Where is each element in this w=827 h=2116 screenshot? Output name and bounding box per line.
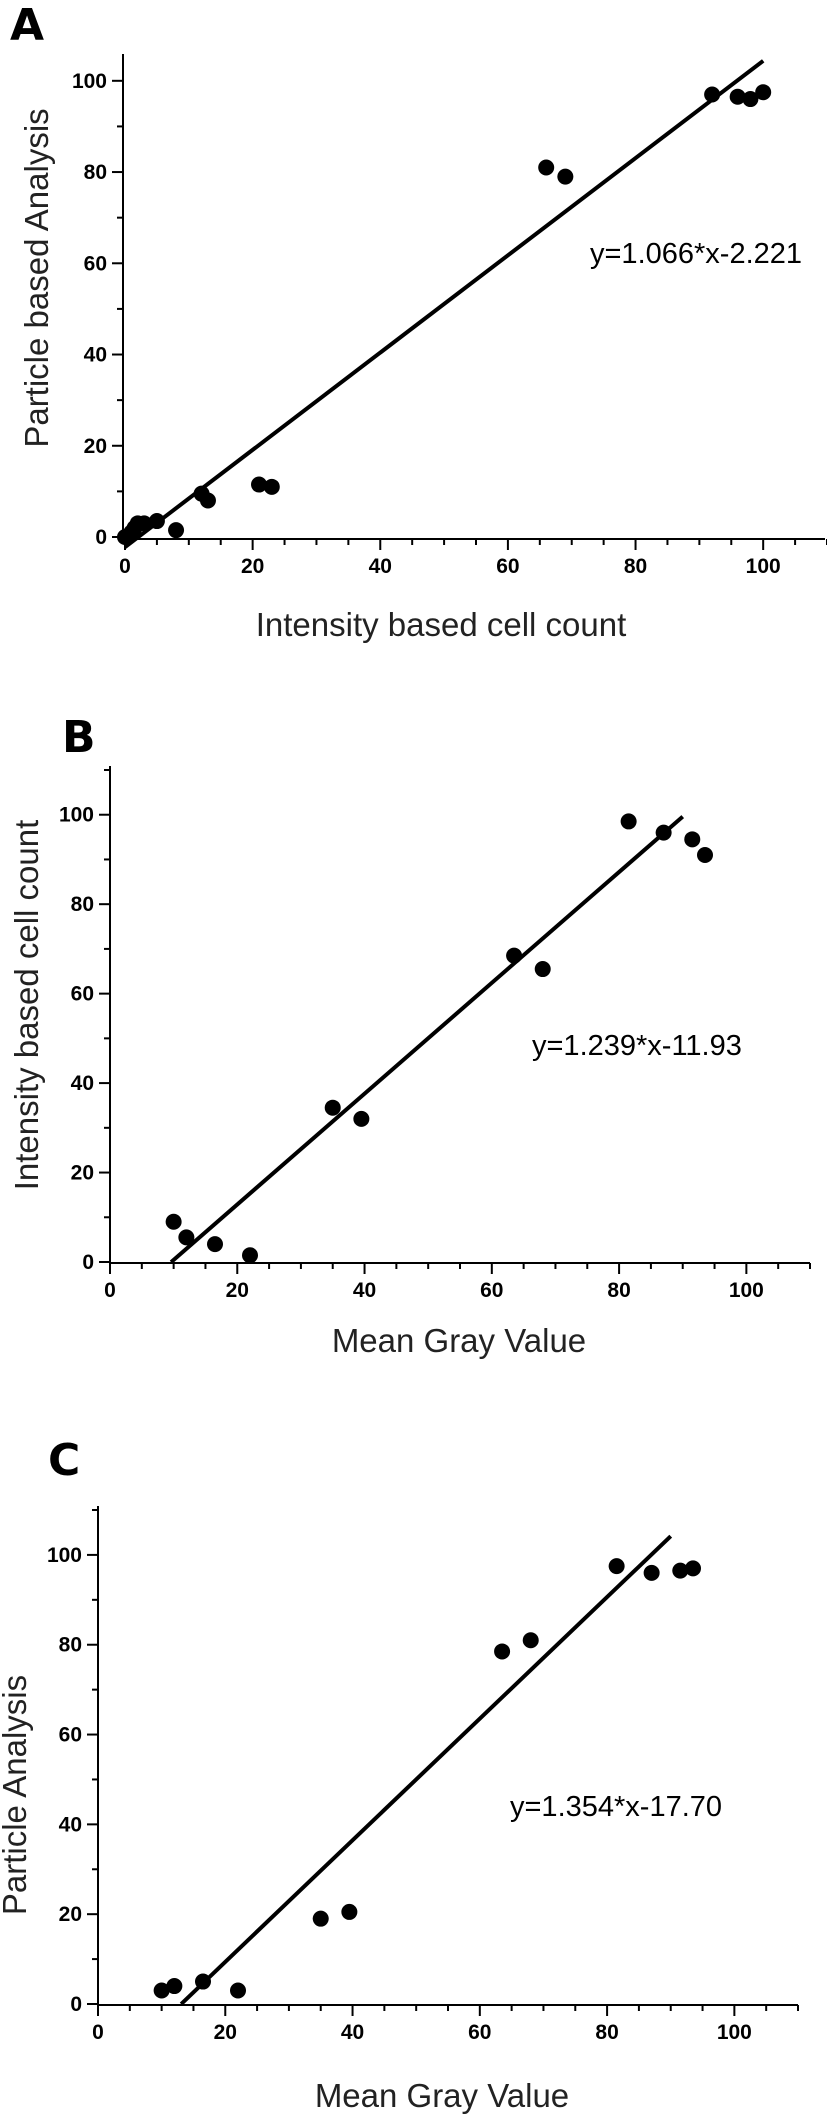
panel-b-y-tick-label: 80: [71, 893, 94, 916]
panel-b-x-axis-title: Mean Gray Value: [332, 1322, 586, 1359]
panel-c-y-tick-label: 20: [59, 1903, 82, 1926]
panel-c-y-tick-label: 0: [70, 1993, 82, 2016]
panel-c-x-tick-label: 60: [468, 2021, 491, 2044]
panel-b-data-point: [655, 824, 672, 841]
panel-b-x-tick-label: 60: [480, 1279, 503, 1302]
panel-c-data-point: [522, 1632, 539, 1649]
panel-c-x-axis-title: Mean Gray Value: [315, 2077, 569, 2114]
panel-c-x-tick-label: 40: [341, 2021, 364, 2044]
panel-a-y-tick-label: 60: [84, 252, 107, 275]
panel-a-fit-line: [123, 59, 765, 549]
panel-a-y-tick-label: 80: [84, 161, 107, 184]
panel-b-x-tick-label: 80: [607, 1279, 630, 1302]
panel-b-data-point: [506, 947, 523, 964]
panel-c-data-point: [494, 1643, 511, 1660]
panel-a-x-tick-label: 20: [241, 555, 264, 578]
panel-a-letter: A: [10, 0, 44, 51]
panel-a-data-point: [251, 476, 268, 493]
panel-a-plot: 0 20 40 60 80 100 0 20 40 60 80 100: [72, 54, 827, 578]
panel-b-y-tick-label: 40: [71, 1072, 94, 1095]
panel-a-x-tick-label: 80: [624, 555, 647, 578]
panel-b-data-point: [697, 846, 713, 863]
panel-a-x-axis-title: Intensity based cell count: [256, 606, 627, 643]
panel-c-data-point: [341, 1903, 358, 1920]
panel-c-data-point: [643, 1564, 660, 1581]
panel-a-y-tick-label: 0: [95, 526, 107, 549]
panel-b-data-point: [242, 1247, 258, 1264]
panel-c-y-tick-label: 100: [47, 1544, 82, 1567]
panel-b-data-point: [534, 961, 551, 978]
panel-c-fit-line: [179, 1534, 673, 2006]
panel-b-data-point: [207, 1236, 223, 1253]
panel-c-data-point: [153, 1982, 170, 1999]
panel-a-y-axis-title: Particle based Analysis: [18, 108, 55, 447]
panel-b-data-point: [684, 831, 701, 848]
panel-c-x-tick-label: 20: [214, 2021, 237, 2044]
panel-a-data-point: [538, 159, 555, 176]
panel-a-fit-equation: y=1.066*x-2.221: [590, 238, 802, 270]
panel-b-x-tick-label: 20: [226, 1279, 249, 1302]
panel-c-data-point: [685, 1560, 701, 1577]
panel-b-x-tick-label: 100: [729, 1279, 764, 1302]
panel-c-data-point: [312, 1910, 329, 1927]
panel-a-y-tick-label: 100: [72, 70, 107, 93]
panel-c-fit-equation: y=1.354*x-17.70: [510, 1791, 722, 1823]
panel-c-x-tick-label: 80: [595, 2021, 618, 2044]
panel-a-data-point: [148, 513, 165, 530]
panel-a-x-tick-label: 60: [496, 555, 519, 578]
panel-c-y-axis-title: Particle Analysis: [0, 1675, 33, 1915]
panel-b: B Intensity based cell count Mean Gray V…: [8, 712, 811, 1359]
panel-c-data-point: [230, 1982, 246, 1999]
panel-a-data-point: [136, 515, 153, 532]
panel-b-data-point: [324, 1099, 341, 1116]
panel-b-y-tick-label: 100: [59, 804, 94, 827]
panel-b-y-tick-label: 60: [71, 983, 94, 1006]
panel-c-data-point: [672, 1562, 689, 1579]
panel-b-plot: 0 20 40 60 80 100 0 20 40 60 80 100: [59, 766, 811, 1302]
panel-c: C Particle Analysis Mean Gray Value y=1.…: [0, 1435, 799, 2114]
panel-c-y-tick-label: 60: [59, 1724, 82, 1747]
panel-b-y-tick-label: 20: [71, 1162, 94, 1185]
panel-a-data-point: [729, 88, 746, 105]
panel-b-x-tick-label: 40: [353, 1279, 376, 1302]
panel-a-data-point: [168, 522, 185, 539]
panel-a-data-point: [742, 91, 759, 108]
panel-b-data-point: [165, 1213, 182, 1230]
panel-c-x-tick-label: 0: [92, 2021, 104, 2044]
panel-c-x-tick-label: 100: [717, 2021, 752, 2044]
panel-b-data-point: [178, 1229, 195, 1246]
panel-a-data-point: [704, 86, 721, 103]
panel-b-fit-line: [169, 815, 685, 1264]
panel-b-y-axis-title: Intensity based cell count: [8, 820, 45, 1191]
panel-b-data-point: [620, 813, 637, 830]
panel-b-y-tick-label: 0: [82, 1251, 94, 1274]
panel-b-letter: B: [62, 712, 96, 763]
panel-c-y-tick-label: 80: [59, 1634, 82, 1657]
panel-c-data-point: [608, 1558, 625, 1575]
panel-a-data-point: [199, 492, 216, 509]
panel-a-x-tick-label: 100: [746, 555, 781, 578]
panel-b-data-point: [353, 1110, 370, 1127]
panel-c-letter: C: [48, 1435, 80, 1486]
panel-a: A Particle based Analysis Intensity base…: [10, 0, 827, 643]
panel-c-y-tick-label: 40: [59, 1813, 82, 1836]
panel-a-data-point: [755, 84, 772, 101]
panel-b-fit-equation: y=1.239*x-11.93: [532, 1030, 742, 1062]
panel-b-x-tick-label: 0: [104, 1279, 116, 1302]
panel-c-data-point: [166, 1978, 183, 1995]
panel-a-y-tick-label: 20: [84, 435, 107, 458]
panel-a-x-tick-label: 40: [369, 555, 392, 578]
panel-a-y-tick-label: 40: [84, 344, 107, 367]
panel-a-data-point: [263, 478, 280, 495]
panel-c-plot: 0 20 40 60 80 100 0 20 40 60 80 100: [47, 1506, 799, 2044]
panel-a-data-point: [557, 168, 574, 185]
panel-c-data-point: [195, 1973, 211, 1990]
panel-a-x-tick-label: 0: [119, 555, 131, 578]
